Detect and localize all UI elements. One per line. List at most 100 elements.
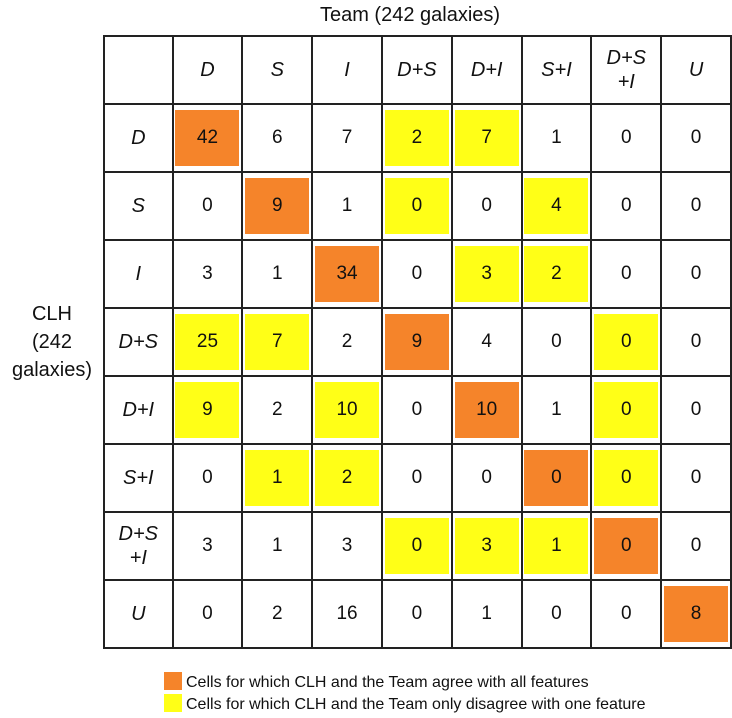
row-header: D+S (103, 307, 174, 377)
matrix-cell: 0 (380, 443, 453, 513)
header-line: D+S (118, 523, 159, 545)
matrix-cell: 0 (660, 443, 732, 513)
cell-value: 10 (315, 382, 380, 438)
cell-value: 0 (594, 314, 659, 370)
legend-swatch-agree (164, 672, 182, 690)
matrix-cell: 0 (450, 443, 523, 513)
cell-value: 3 (202, 263, 213, 284)
matrix-cell: 0 (660, 307, 732, 377)
cell-value: 2 (315, 450, 380, 506)
matrix-cell: 2 (380, 103, 453, 173)
cell-value: 0 (411, 399, 423, 420)
confusion-matrix: D S I D+S D+I S+I D+S +I U D 42 6 7 2 7 1 0 0 S 0 9 1 0 0 4 0 0 I 3 1… (103, 35, 732, 649)
cell-value: 8 (664, 586, 729, 642)
cell-value: 0 (594, 450, 659, 506)
matrix-cell: 1 (311, 171, 383, 241)
cell-value: 2 (524, 246, 589, 302)
matrix-cell: 6 (241, 103, 314, 173)
cell-value: 4 (524, 178, 589, 234)
matrix-cell: 0 (380, 171, 453, 241)
cell-value: 3 (202, 535, 213, 556)
cell-value: 1 (551, 127, 562, 148)
table-row: D 42 6 7 2 7 1 0 0 (103, 103, 732, 173)
matrix-cell: 9 (380, 307, 453, 377)
row-axis-title-line: galaxies) (11, 359, 93, 381)
cell-value: 1 (245, 450, 310, 506)
cell-value: 9 (384, 314, 449, 370)
cell-value: 0 (384, 518, 449, 574)
cell-value: 3 (341, 535, 353, 556)
matrix-cell: 7 (311, 103, 383, 173)
cell-value: 25 (175, 314, 240, 370)
matrix-cell: 3 (171, 239, 244, 309)
row-header: S (103, 171, 174, 241)
header-row: D S I D+S D+I S+I D+S +I U (103, 35, 732, 105)
matrix-cell: 0 (520, 307, 593, 377)
matrix-cell: 0 (380, 375, 453, 445)
table-row: D+I 9 2 10 0 10 1 0 0 (103, 375, 732, 445)
cell-value: 0 (690, 399, 702, 420)
cell-value: 0 (202, 467, 213, 488)
matrix-cell: 1 (520, 103, 593, 173)
cell-value: 3 (454, 518, 519, 574)
legend-item-agree: Cells for which CLH and the Team agree w… (164, 672, 589, 693)
cell-value: 0 (690, 535, 702, 556)
cell-value: 2 (271, 399, 283, 420)
matrix-cell: 2 (241, 579, 314, 649)
matrix-cell: 0 (171, 171, 244, 241)
cell-value: 0 (594, 382, 659, 438)
matrix-cell: 9 (171, 375, 244, 445)
matrix-cell: 42 (171, 103, 244, 173)
cell-value: 0 (411, 603, 423, 624)
cell-value: 7 (341, 127, 353, 148)
matrix-cell: 7 (241, 307, 314, 377)
cell-value: 10 (454, 382, 519, 438)
matrix-cell: 0 (590, 375, 663, 445)
cell-value: 0 (690, 467, 702, 488)
legend-swatch-disagree (164, 694, 182, 712)
matrix-cell: 2 (311, 443, 383, 513)
column-header: U (660, 35, 732, 105)
cell-value: 42 (175, 110, 240, 166)
cell-value: 1 (271, 263, 283, 284)
column-header: D (171, 35, 244, 105)
matrix-cell: 3 (171, 511, 244, 581)
row-header: D+I (103, 375, 174, 445)
matrix-cell: 0 (520, 579, 593, 649)
header-line: +I (129, 547, 147, 569)
column-header: D+S (380, 35, 453, 105)
column-header: S (241, 35, 314, 105)
matrix-cell: 3 (311, 511, 383, 581)
matrix-cell: 25 (171, 307, 244, 377)
matrix-cell: 10 (450, 375, 523, 445)
column-header: D+S +I (590, 35, 663, 105)
cell-value: 0 (551, 331, 562, 352)
cell-value: 16 (336, 603, 358, 624)
matrix-cell: 4 (520, 171, 593, 241)
cell-value: 9 (175, 382, 240, 438)
matrix-cell: 0 (590, 239, 663, 309)
row-header: S+I (103, 443, 174, 513)
row-axis-title: CLH (242 galaxies) (0, 300, 104, 384)
matrix-cell: 0 (380, 511, 453, 581)
cell-value: 2 (384, 110, 449, 166)
matrix-cell: 0 (380, 239, 453, 309)
cell-value: 7 (245, 314, 310, 370)
matrix-cell: 2 (311, 307, 383, 377)
header-line: D+S (606, 47, 646, 69)
matrix-cell: 1 (450, 579, 523, 649)
cell-value: 0 (202, 195, 213, 216)
table-row: S 0 9 1 0 0 4 0 0 (103, 171, 732, 241)
cell-value: 0 (690, 263, 702, 284)
cell-value: 3 (454, 246, 519, 302)
matrix-cell: 3 (450, 239, 523, 309)
matrix-cell: 16 (311, 579, 383, 649)
cell-value: 1 (524, 518, 589, 574)
cell-value: 1 (551, 399, 562, 420)
matrix-cell: 1 (241, 511, 314, 581)
row-header: D (103, 103, 174, 173)
cell-value: 0 (384, 178, 449, 234)
matrix-cell: 1 (241, 443, 314, 513)
matrix-cell: 0 (590, 579, 663, 649)
matrix-cell: 0 (380, 579, 453, 649)
